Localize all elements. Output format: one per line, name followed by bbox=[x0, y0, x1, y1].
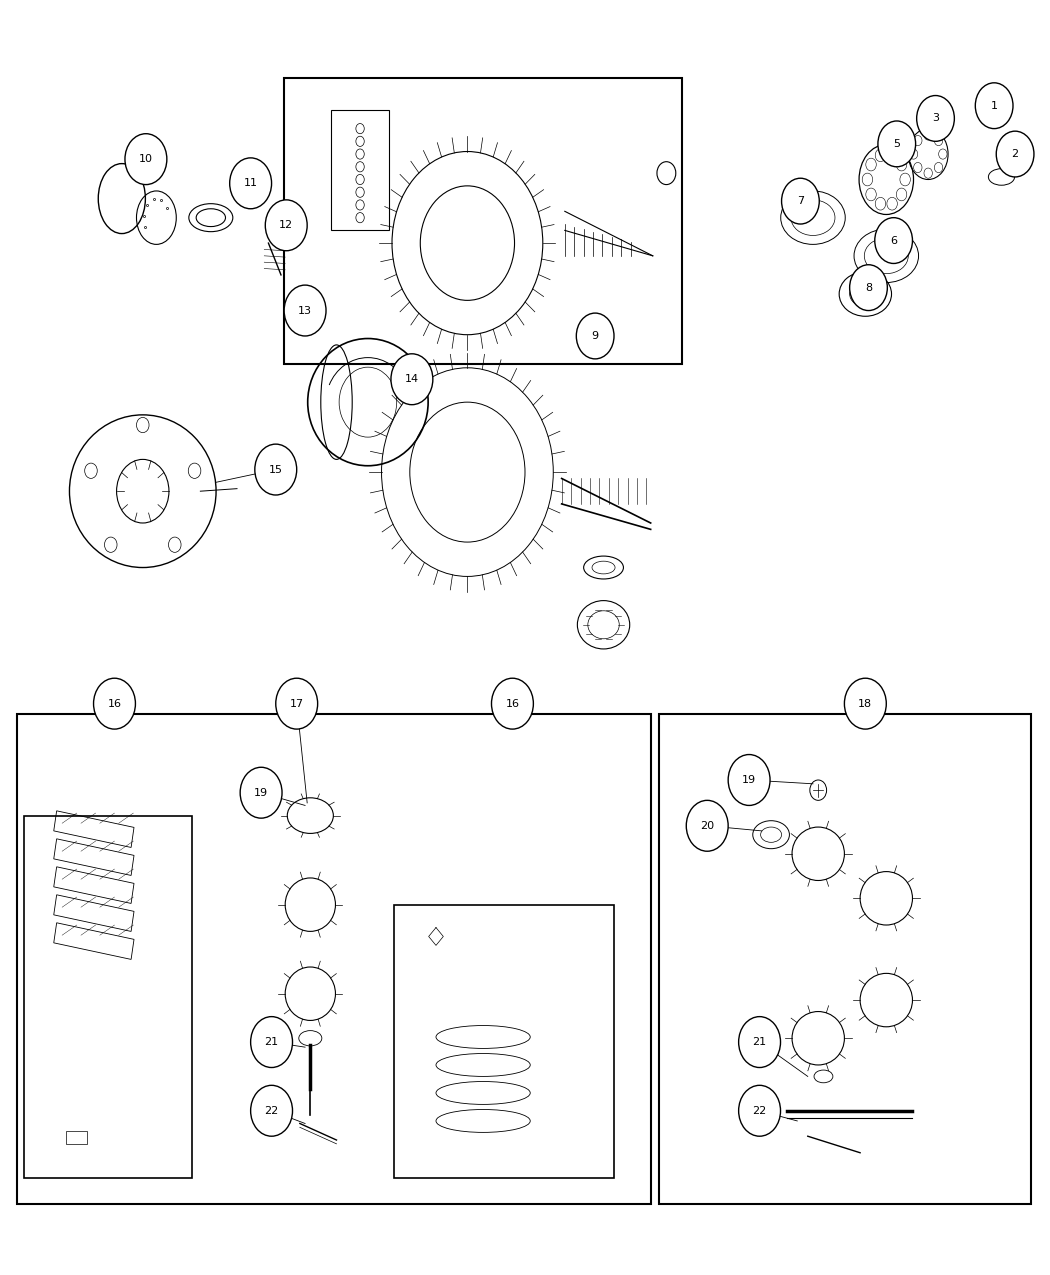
Text: 15: 15 bbox=[269, 464, 282, 474]
Circle shape bbox=[728, 755, 770, 806]
Text: 11: 11 bbox=[244, 179, 257, 189]
Bar bbox=[66, 1131, 87, 1144]
Text: 12: 12 bbox=[279, 221, 293, 231]
Text: 22: 22 bbox=[265, 1105, 278, 1116]
Circle shape bbox=[93, 678, 135, 729]
Text: 3: 3 bbox=[932, 113, 939, 124]
Circle shape bbox=[738, 1085, 780, 1136]
Text: 21: 21 bbox=[265, 1037, 278, 1047]
Text: 19: 19 bbox=[254, 788, 268, 798]
Bar bbox=[54, 839, 134, 876]
Text: 5: 5 bbox=[894, 139, 900, 149]
Text: 14: 14 bbox=[405, 375, 419, 384]
Bar bbox=[659, 714, 1031, 1204]
Circle shape bbox=[781, 179, 819, 224]
Text: 16: 16 bbox=[107, 699, 122, 709]
Text: 7: 7 bbox=[797, 196, 804, 207]
Circle shape bbox=[996, 131, 1034, 177]
Circle shape bbox=[975, 83, 1013, 129]
Circle shape bbox=[576, 314, 614, 358]
Circle shape bbox=[266, 200, 308, 251]
Bar bbox=[54, 811, 134, 848]
Text: 8: 8 bbox=[865, 283, 873, 293]
Text: 2: 2 bbox=[1011, 149, 1018, 159]
Text: 20: 20 bbox=[700, 821, 714, 831]
Circle shape bbox=[125, 134, 167, 185]
Circle shape bbox=[240, 768, 282, 819]
Circle shape bbox=[491, 678, 533, 729]
Bar bbox=[54, 923, 134, 959]
Text: 16: 16 bbox=[505, 699, 520, 709]
Circle shape bbox=[875, 218, 912, 264]
Bar bbox=[54, 867, 134, 904]
Text: 21: 21 bbox=[753, 1037, 766, 1047]
Bar bbox=[54, 895, 134, 932]
Bar bbox=[24, 816, 192, 1178]
Text: 10: 10 bbox=[139, 154, 153, 164]
Circle shape bbox=[844, 678, 886, 729]
Circle shape bbox=[917, 96, 954, 142]
Text: 1: 1 bbox=[990, 101, 998, 111]
Text: 17: 17 bbox=[290, 699, 303, 709]
Bar bbox=[17, 714, 651, 1204]
Text: 6: 6 bbox=[890, 236, 897, 246]
Circle shape bbox=[878, 121, 916, 167]
Circle shape bbox=[251, 1085, 293, 1136]
Circle shape bbox=[738, 1016, 780, 1067]
Circle shape bbox=[1000, 133, 1025, 163]
Text: 19: 19 bbox=[742, 775, 756, 785]
Circle shape bbox=[276, 678, 318, 729]
Text: 9: 9 bbox=[591, 332, 598, 340]
Circle shape bbox=[285, 286, 327, 337]
Circle shape bbox=[849, 265, 887, 311]
Circle shape bbox=[391, 353, 433, 404]
Circle shape bbox=[255, 444, 297, 495]
Circle shape bbox=[687, 801, 728, 852]
Text: 22: 22 bbox=[753, 1105, 766, 1116]
Circle shape bbox=[230, 158, 272, 209]
Text: 18: 18 bbox=[858, 699, 873, 709]
Bar bbox=[285, 78, 682, 363]
Circle shape bbox=[251, 1016, 293, 1067]
Bar bbox=[394, 905, 614, 1178]
Bar bbox=[331, 110, 388, 231]
Text: 13: 13 bbox=[298, 306, 312, 315]
